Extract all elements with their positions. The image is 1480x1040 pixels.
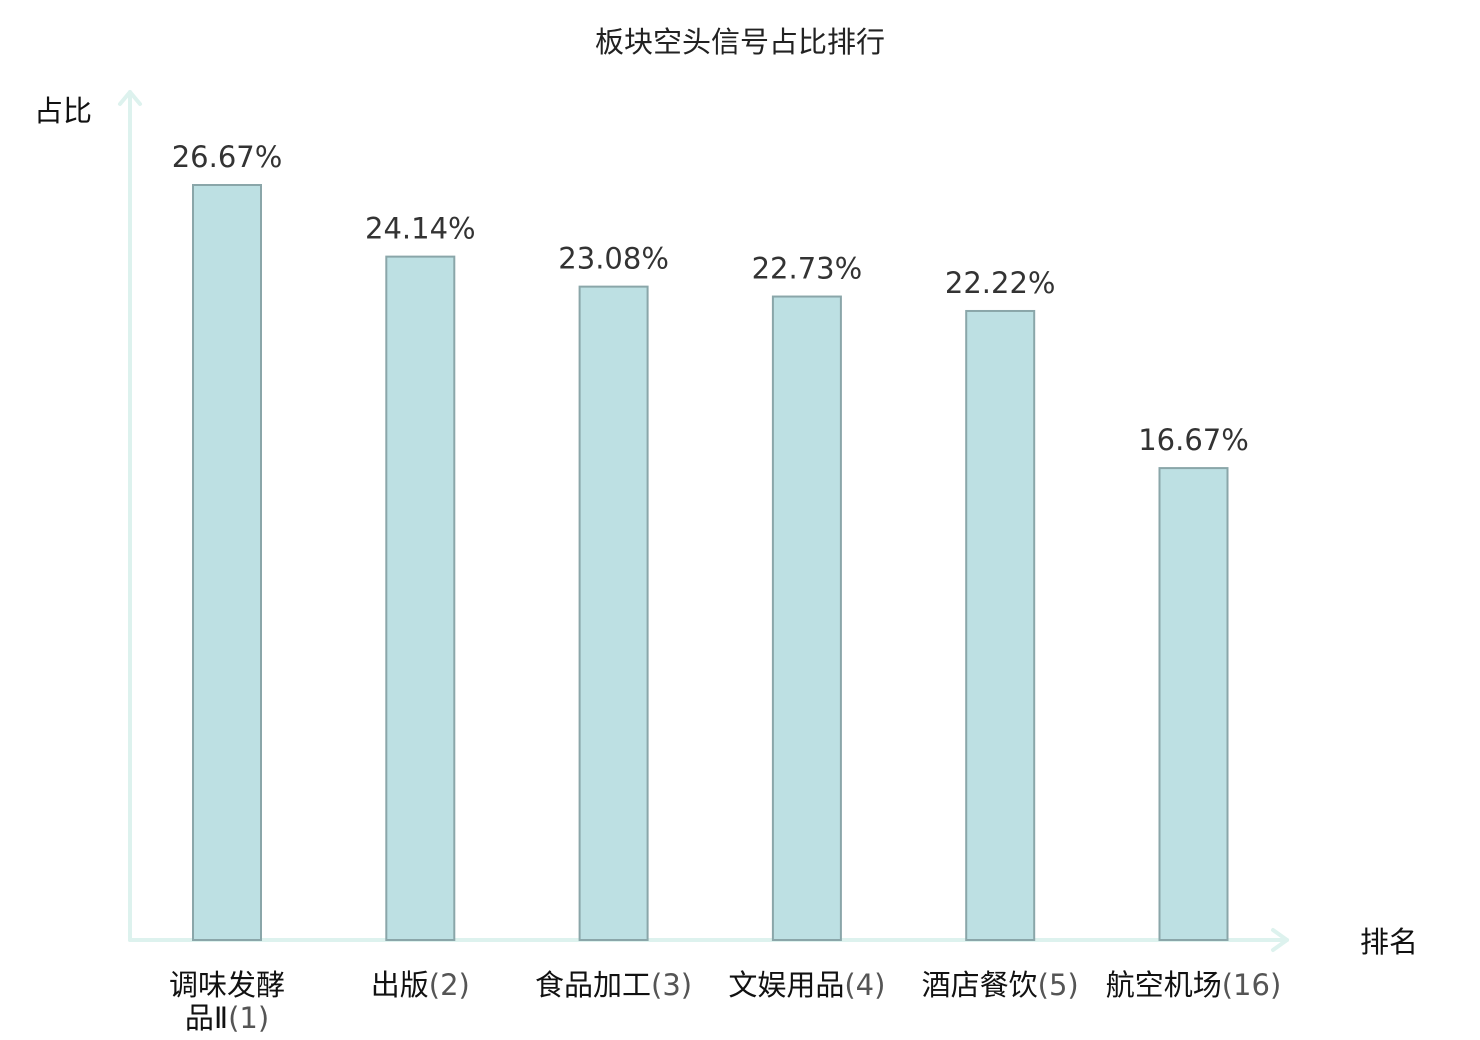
value-label-2: 24.14% xyxy=(365,212,476,246)
value-label-5: 22.22% xyxy=(945,266,1056,300)
y-axis-label: 占比 xyxy=(34,94,92,128)
category-label-6: 航空机场(16) xyxy=(1106,968,1282,1002)
category-label-4: 文娱用品(4) xyxy=(728,968,885,1002)
category-rank-1: (1) xyxy=(228,1001,269,1035)
x-axis-arrow xyxy=(1271,928,1289,952)
category-rank-5: (5) xyxy=(1038,968,1079,1002)
category-label-1-line-1: 调味发酵 xyxy=(169,968,285,1002)
bar-4 xyxy=(771,295,842,942)
value-label-4: 22.73% xyxy=(752,252,863,286)
x-axis-label: 排名 xyxy=(1360,925,1418,959)
category-rank-2: (2) xyxy=(429,968,470,1002)
bars-group: 26.67% 24.14% 23.08% 22.73% 22.22% 16.67% xyxy=(172,140,1249,942)
category-label-5: 酒店餐饮(5) xyxy=(922,968,1079,1002)
chart-title: 板块空头信号占比排行 xyxy=(595,25,885,59)
category-rank-4: (4) xyxy=(844,968,885,1002)
value-label-1: 26.67% xyxy=(172,140,283,174)
bar-2 xyxy=(385,255,456,942)
bar-3 xyxy=(578,285,649,942)
category-label-1-line-2: 品Ⅱ(1) xyxy=(185,1001,269,1035)
bar-1 xyxy=(192,184,262,941)
category-label-2: 出版(2) xyxy=(371,968,470,1002)
category-label-3: 食品加工(3) xyxy=(535,968,692,1002)
value-label-3: 23.08% xyxy=(558,242,669,276)
y-axis-arrow xyxy=(118,90,142,106)
category-rank-6: (16) xyxy=(1222,968,1282,1002)
category-rank-3: (3) xyxy=(651,968,692,1002)
bar-6 xyxy=(1158,467,1229,941)
bar-5 xyxy=(965,309,1036,942)
value-label-6: 16.67% xyxy=(1138,423,1249,457)
